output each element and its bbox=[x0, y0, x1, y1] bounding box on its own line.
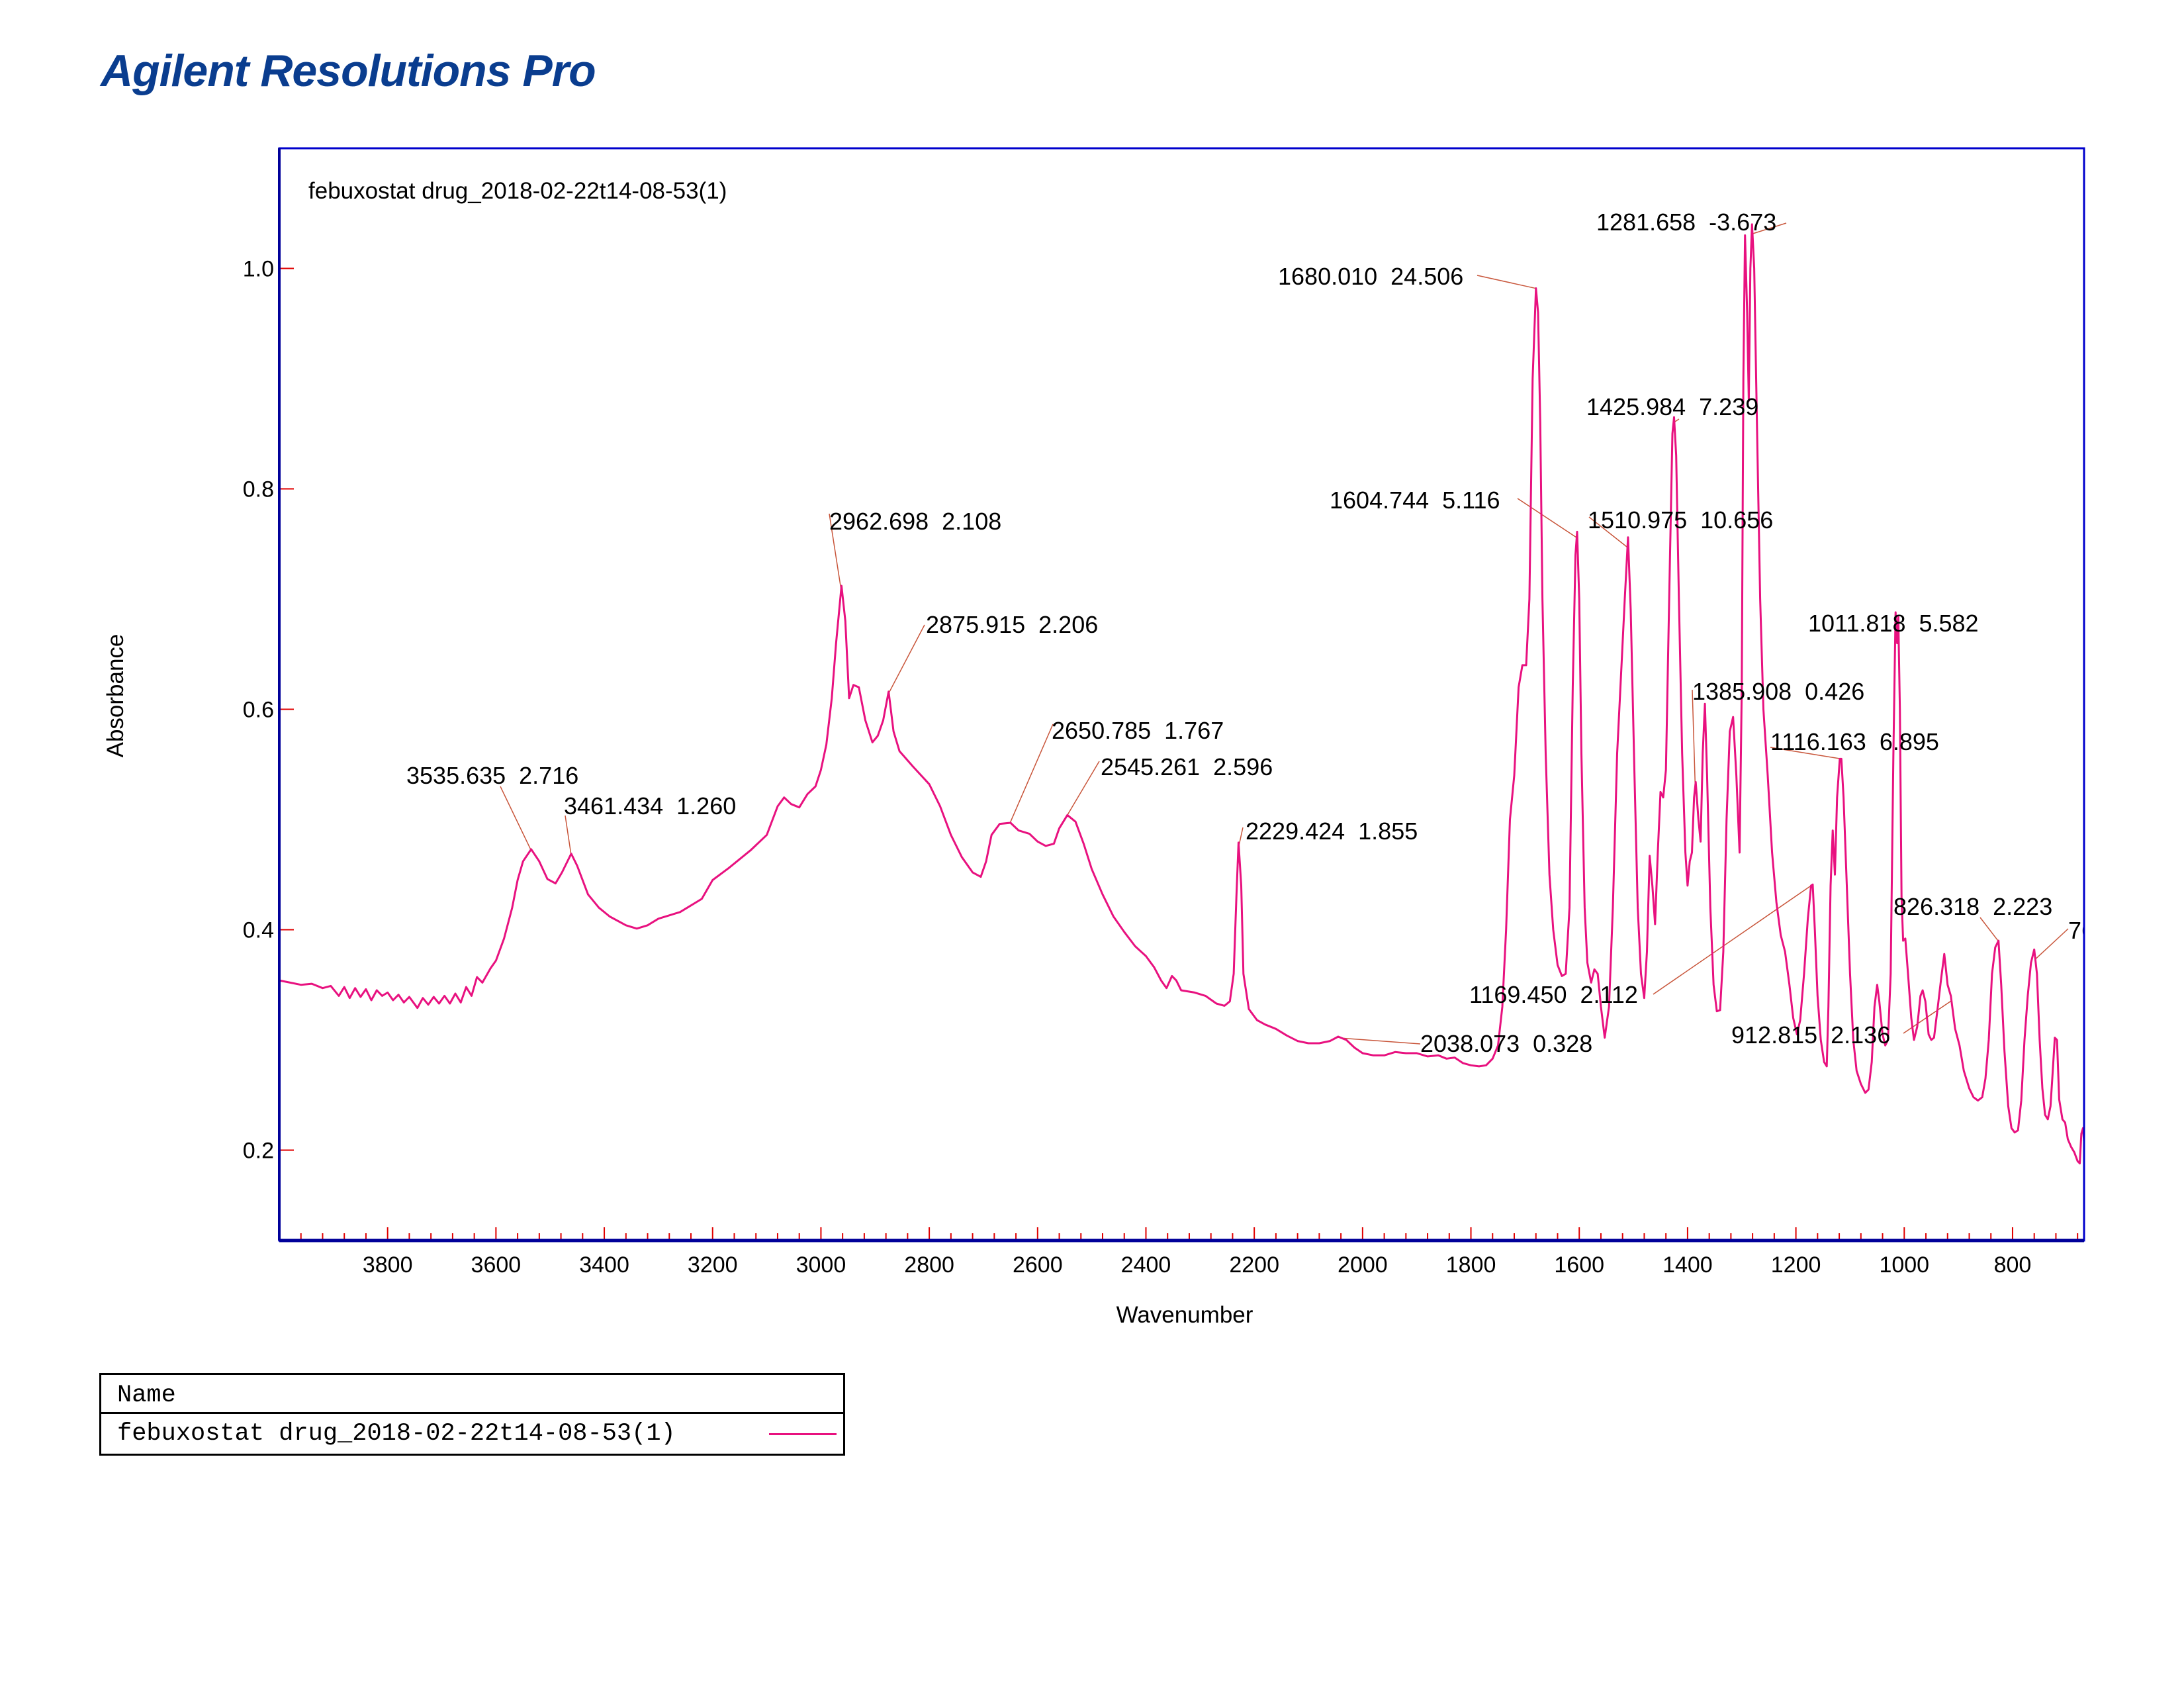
x-tick-label: 3200 bbox=[688, 1252, 738, 1278]
peak-annotation-label: 912.815 2.136 bbox=[1731, 1021, 1890, 1049]
y-tick-label: 0.2 bbox=[243, 1138, 274, 1163]
peak-annotation-label: 76 bbox=[2068, 917, 2095, 944]
peak-annotation-label: 2650.785 1.767 bbox=[1052, 717, 1224, 744]
axis-tick-labels: 3800 3600 3400 3200 3000 2800 2600 2400 2200 2000… bbox=[243, 256, 2032, 1278]
peak-annotation-label: 1385.908 0.426 bbox=[1692, 678, 1864, 705]
annotation-leader-line bbox=[1009, 724, 1054, 823]
annotation-leader-line bbox=[887, 624, 925, 695]
peak-annotation-label: 3461.434 1.260 bbox=[564, 792, 736, 820]
annotation-leader-line bbox=[1751, 222, 1787, 235]
x-tick-label: 3400 bbox=[579, 1252, 629, 1278]
y-axis-title: Absorbance bbox=[103, 634, 128, 758]
x-tick-label: 1400 bbox=[1662, 1252, 1713, 1278]
x-tick-label: 2600 bbox=[1013, 1252, 1063, 1278]
plot-background bbox=[279, 148, 2084, 1241]
annotation-leader-line bbox=[1342, 1037, 1421, 1045]
plot-title: febuxostat drug_2018-02-22t14-08-53(1) bbox=[308, 178, 727, 204]
annotation-leader-line bbox=[829, 513, 842, 590]
x-tick-label: 2200 bbox=[1229, 1252, 1279, 1278]
y-tick-label: 0.8 bbox=[243, 477, 274, 502]
x-tick-label: 1800 bbox=[1446, 1252, 1496, 1278]
annotation-leader-line bbox=[1588, 516, 1628, 548]
y-tick-label: 1.0 bbox=[243, 256, 274, 281]
annotation-leader-line bbox=[1692, 689, 1696, 787]
peak-annotation-label: 2545.261 2.596 bbox=[1101, 753, 1273, 780]
peak-annotation-label: 1425.984 7.239 bbox=[1586, 393, 1758, 420]
x-tick-label: 1000 bbox=[1879, 1252, 1929, 1278]
peak-annotation-label: 3535.635 2.716 bbox=[406, 762, 578, 789]
x-tick-label: 3000 bbox=[796, 1252, 846, 1278]
legend-line-swatch bbox=[769, 1433, 837, 1435]
x-tick-label: 1600 bbox=[1554, 1252, 1604, 1278]
annotation-leader-line bbox=[1979, 917, 1999, 942]
peak-annotation-label: 1510.975 10.656 bbox=[1588, 506, 1773, 534]
annotation-leader-line bbox=[2034, 928, 2069, 960]
legend-header: Name bbox=[101, 1375, 843, 1414]
x-tick-label: 800 bbox=[1994, 1252, 2032, 1278]
legend-entry-name: febuxostat drug_2018-02-22t14-08-53(1) bbox=[117, 1420, 676, 1448]
x-tick-label: 3600 bbox=[471, 1252, 522, 1278]
annotation-leader-line bbox=[500, 786, 531, 851]
y-tick-label: 0.4 bbox=[243, 917, 274, 943]
spectrum-line bbox=[279, 223, 2084, 1164]
x-tick-label: 2800 bbox=[904, 1252, 954, 1278]
peak-annotations: 3535.635 2.716 3461.434 1.260 2962.698 2.1… bbox=[406, 209, 2095, 1057]
x-axis-title: Wavenumber bbox=[1116, 1302, 1253, 1328]
peak-annotation-label: 2962.698 2.108 bbox=[829, 508, 1001, 535]
peak-annotation-label: 826.318 2.223 bbox=[1893, 893, 2052, 920]
peak-annotation-label: 1680.010 24.506 bbox=[1278, 263, 1463, 290]
x-tick-label: 1200 bbox=[1771, 1252, 1821, 1278]
annotation-leader-line bbox=[565, 815, 572, 855]
annotation-leader-line bbox=[1066, 761, 1100, 816]
peak-annotation-label: 1169.450 2.112 bbox=[1469, 981, 1638, 1008]
peak-annotation-label: 1281.658 -3.673 bbox=[1596, 209, 1776, 236]
peak-annotation-label: 1011.818 5.582 bbox=[1808, 610, 1979, 637]
annotation-leader-line bbox=[1517, 498, 1577, 538]
peak-annotation-label: 2875.915 2.206 bbox=[926, 611, 1098, 638]
x-tick-label: 3800 bbox=[363, 1252, 413, 1278]
annotation-leader-line bbox=[1770, 747, 1842, 760]
peak-annotation-label: 2229.424 1.855 bbox=[1246, 818, 1418, 845]
annotation-leader-line bbox=[1477, 275, 1536, 289]
x-tick-label: 2000 bbox=[1338, 1252, 1388, 1278]
peak-annotation-label: 1604.744 5.116 bbox=[1330, 487, 1500, 514]
y-tick-label: 0.6 bbox=[243, 697, 274, 722]
app-title: Agilent Resolutions Pro bbox=[101, 46, 596, 96]
annotation-leader-line bbox=[1653, 884, 1813, 995]
peak-annotation-label: 1116.163 6.895 bbox=[1770, 728, 1939, 755]
legend-entry[interactable]: febuxostat drug_2018-02-22t14-08-53(1) bbox=[101, 1414, 843, 1454]
legend-table: Name febuxostat drug_2018-02-22t14-08-53… bbox=[99, 1373, 845, 1456]
peak-annotation-label: 2038.073 0.328 bbox=[1420, 1030, 1592, 1057]
x-tick-label: 2400 bbox=[1121, 1252, 1171, 1278]
